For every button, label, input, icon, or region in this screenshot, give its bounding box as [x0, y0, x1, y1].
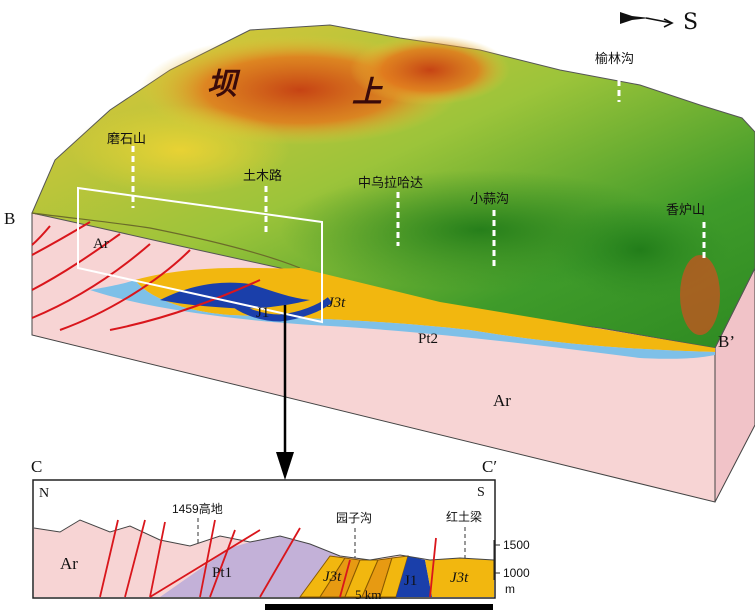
place-leaders	[131, 70, 706, 266]
place-label-yulingou: 榆林沟	[595, 52, 635, 67]
unit-ar-top: Ar	[93, 236, 109, 252]
inset-place-hongtuliang: 红土梁	[446, 510, 483, 524]
inset-faults	[99, 519, 437, 598]
inset-end-label: C′	[482, 457, 498, 476]
unit-pt2-block: Pt2	[418, 331, 439, 347]
scale-bar	[265, 604, 493, 610]
unit-j3t-block: J3t	[327, 295, 346, 311]
terrain-red-ridge	[350, 35, 510, 105]
inset-unit-pt1: Pt1	[212, 565, 233, 581]
inset-unit-j3t-a: J3t	[323, 569, 342, 585]
pt2-layer-block	[90, 280, 715, 359]
block-faults	[31, 221, 261, 331]
section-window	[77, 186, 323, 324]
inset-place-yuanzigou: 园子沟	[336, 511, 373, 525]
elevation-label-1000: 1000	[503, 566, 530, 580]
inset-ground-profile	[33, 519, 495, 561]
j1-layer-block	[160, 282, 310, 309]
place-label-xianglushan: 香炉山	[666, 203, 706, 218]
elevation-label-1500: 1500	[503, 538, 530, 552]
pointer-head	[276, 452, 294, 480]
scale-bar-label: 5 km	[355, 587, 382, 602]
section-end-label: B’	[718, 332, 735, 351]
inset-north-label: N	[39, 486, 50, 501]
unit-j1-block: J1	[256, 305, 270, 321]
j1-syncline-block	[227, 297, 333, 322]
terrain-yellow-plateau	[70, 105, 290, 195]
inset-pt1-body	[160, 536, 340, 597]
inset-south-label: S	[477, 485, 485, 500]
inset-unit-j3t-b: J3t	[450, 570, 469, 586]
place-label-xiaosuangou: 小蒜沟	[470, 192, 510, 207]
highland-char-1: 坝	[207, 67, 237, 102]
compass-label: S	[683, 10, 699, 35]
inset-place-leaders	[197, 518, 466, 558]
inset-unit-j1: J1	[404, 573, 418, 589]
inset-unit-ar: Ar	[60, 554, 78, 573]
elevation-axis	[493, 540, 500, 580]
place-label-tumulu: 土木路	[243, 169, 283, 184]
inset-j3t-south-body	[425, 558, 494, 597]
j3t-layer-block	[135, 267, 715, 352]
inset-j1-body	[396, 556, 432, 597]
section-start-label: B	[4, 209, 16, 228]
terrain-red-east	[680, 255, 720, 335]
place-label-moshishan: 磨石山	[107, 132, 147, 147]
highland-char-2: 上	[352, 75, 382, 110]
inset-start-label: C	[31, 457, 43, 476]
place-label-zhongwulahada: 中乌拉哈达	[358, 176, 424, 191]
elevation-unit: m	[505, 582, 515, 596]
north-arrow-icon	[620, 12, 674, 28]
terrain-ridgeline	[31, 212, 301, 269]
inset-j3t-bands	[299, 555, 409, 598]
unit-ar-bottom: Ar	[493, 391, 511, 410]
inset-place-1459: 1459高地	[172, 502, 223, 516]
